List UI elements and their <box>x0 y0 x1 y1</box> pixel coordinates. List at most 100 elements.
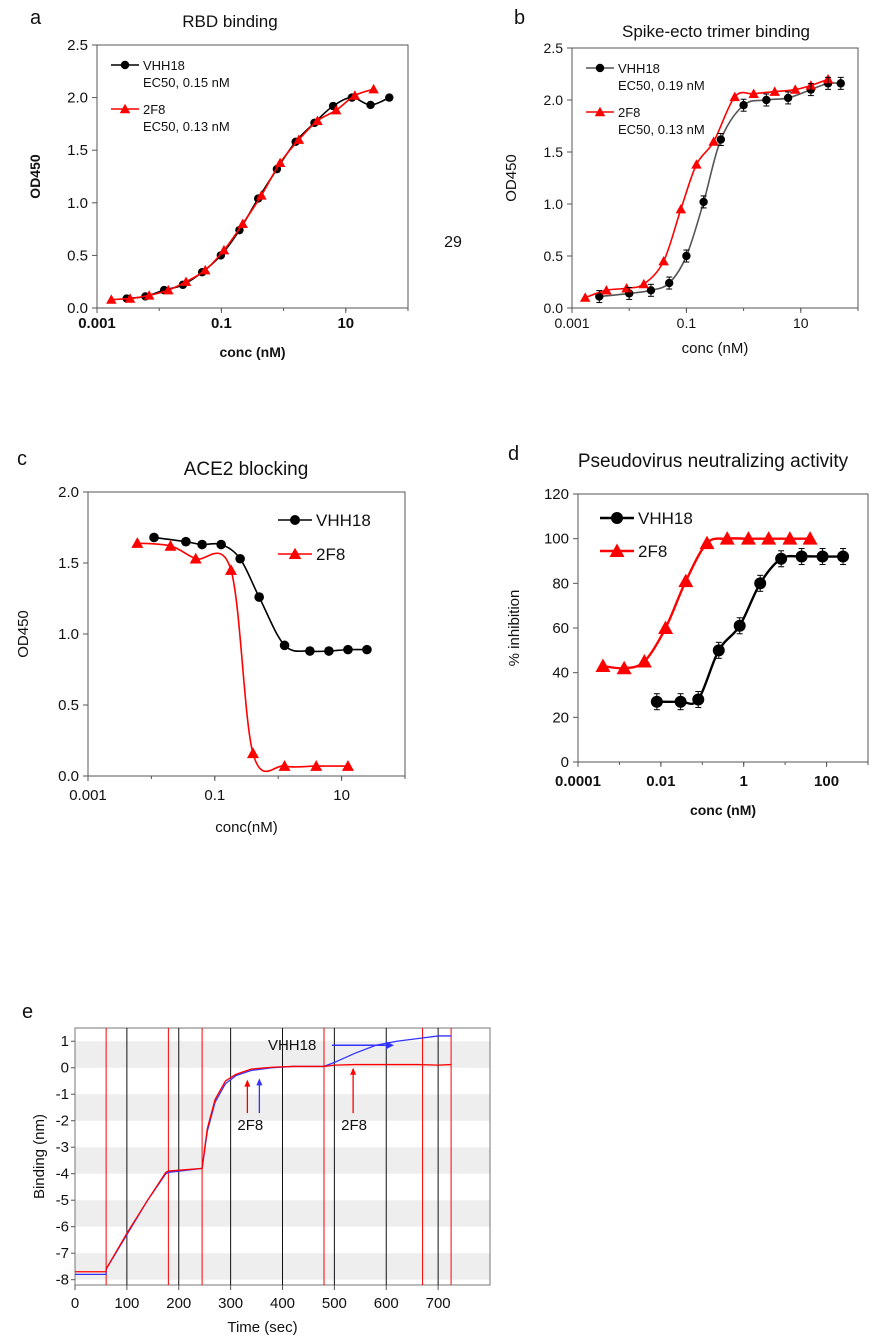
y-tick-label: 1.5 <box>58 555 79 572</box>
legend-ec50: EC50, 0.15 nM <box>143 75 230 90</box>
series-line-vhh18 <box>656 554 844 706</box>
legend-label: 2F8 <box>618 105 640 120</box>
x-tick-label: 0.001 <box>554 315 589 331</box>
y-tick-label: 120 <box>544 486 569 503</box>
legend-ec50: EC50, 0.13 nM <box>618 122 705 137</box>
y-tick-label: 60 <box>552 620 569 637</box>
data-point-vhh18 <box>197 539 207 550</box>
page-number: 29 <box>444 234 462 251</box>
series-line-2f8 <box>137 542 348 773</box>
data-point-2f8 <box>256 190 267 200</box>
x-tick-label: 300 <box>218 1295 243 1312</box>
y-tick-label: 40 <box>552 665 569 682</box>
chart-c-ace2-blocking: ACE2 blocking 0.0 0.5 1.0 1.5 2.0 0.001 0.1 10 co… <box>15 459 406 836</box>
data-point-2f8 <box>164 539 177 551</box>
x-tick-label: 10 <box>793 315 809 331</box>
data-point-vhh18 <box>385 93 394 102</box>
data-point-2f8 <box>180 276 192 286</box>
legend-label: 2F8 <box>316 545 345 564</box>
data-point-2f8 <box>708 136 719 146</box>
data-point-2f8 <box>748 88 759 98</box>
data-point-2f8 <box>246 747 259 759</box>
legend-marker <box>119 103 131 114</box>
x-tick-label: 10 <box>337 315 354 332</box>
data-point-vhh18 <box>216 539 226 550</box>
x-tick-label: 100 <box>114 1295 139 1312</box>
annotation-2f8-first: 2F8 <box>237 1117 263 1134</box>
y-tick-label: 80 <box>552 575 569 592</box>
data-point-vhh18 <box>305 646 315 656</box>
x-tick-label: 200 <box>166 1295 191 1312</box>
chart-title: Spike-ecto trimer binding <box>622 22 810 41</box>
chart-title: ACE2 blocking <box>184 459 309 480</box>
panel-label-a: a <box>30 7 42 29</box>
chart-b-spike-binding: Spike-ecto trimer binding 0.0 0.5 1.0 1.5 2.0… <box>503 22 859 357</box>
x-tick-label: 0.1 <box>204 787 225 804</box>
y-tick-label: 1.5 <box>67 142 88 159</box>
arrowhead-vhh18 <box>385 1041 394 1050</box>
data-point-2f8 <box>761 531 777 545</box>
x-tick-label: 0 <box>71 1295 79 1312</box>
data-point-2f8 <box>278 760 291 771</box>
data-point-2f8 <box>719 531 735 545</box>
data-point-2f8 <box>740 531 756 545</box>
y-tick-label: 1.0 <box>67 195 88 212</box>
data-point-2f8 <box>224 564 237 575</box>
data-point-2f8 <box>200 264 211 275</box>
legend-marker <box>288 547 302 559</box>
plot-frame <box>96 44 409 309</box>
data-point-2f8 <box>131 537 144 548</box>
panel-label-d: d <box>508 443 519 465</box>
y-tick-label: 2.0 <box>544 92 564 108</box>
chart-title: Pseudovirus neutralizing activity <box>578 451 849 472</box>
y-tick-label: -8 <box>56 1272 69 1289</box>
data-point-vhh18 <box>235 553 245 564</box>
x-tick-label: 500 <box>322 1295 347 1312</box>
y-axis-label: OD450 <box>503 154 520 202</box>
legend-label: 2F8 <box>638 542 667 561</box>
chart-title: RBD binding <box>182 12 277 31</box>
data-point-vhh18 <box>279 640 290 651</box>
plot-frame <box>87 491 406 777</box>
data-point-2f8 <box>312 115 323 125</box>
annotation-vhh18: VHH18 <box>268 1037 316 1054</box>
data-point-2f8 <box>636 654 652 668</box>
legend-ec50: EC50, 0.19 nM <box>618 78 705 93</box>
legend-label: VHH18 <box>618 61 660 76</box>
plot-frame <box>577 493 869 763</box>
x-axis-label: conc (nM) <box>219 344 285 360</box>
data-point-2f8 <box>658 620 674 634</box>
legend-marker <box>609 543 625 557</box>
data-point-2f8 <box>163 284 174 295</box>
data-point-2f8 <box>691 159 702 169</box>
data-point-2f8 <box>638 278 650 289</box>
x-tick-label: 400 <box>270 1295 295 1312</box>
y-tick-label: -6 <box>56 1219 69 1236</box>
y-tick-label: 0 <box>61 1060 69 1077</box>
legend-marker <box>595 63 605 73</box>
x-tick-label: 1 <box>740 773 748 790</box>
data-point-vhh18 <box>324 646 334 656</box>
y-tick-label: 0.0 <box>67 300 88 317</box>
data-point-2f8 <box>595 658 611 672</box>
data-point-2f8 <box>678 573 694 588</box>
x-tick-label: 0.1 <box>677 315 697 331</box>
y-tick-label: -7 <box>56 1245 69 1262</box>
data-point-2f8 <box>341 760 354 771</box>
data-point-2f8 <box>330 104 342 115</box>
y-tick-label: -1 <box>56 1086 69 1103</box>
x-tick-label: 0.01 <box>646 773 675 790</box>
legend-marker <box>290 515 300 525</box>
panel-label-c: c <box>17 448 27 470</box>
data-point-2f8 <box>579 292 591 302</box>
y-axis-label: Binding (nm) <box>31 1114 48 1199</box>
y-tick-label: 2.5 <box>67 37 88 54</box>
arrowhead-2f8-second <box>350 1067 357 1075</box>
data-point-vhh18 <box>181 536 191 547</box>
y-tick-label: -5 <box>56 1192 69 1209</box>
y-tick-label: 2.5 <box>544 40 564 56</box>
x-tick-label: 600 <box>374 1295 399 1312</box>
annotation-2f8-second: 2F8 <box>341 1117 367 1134</box>
data-point-2f8 <box>106 294 117 304</box>
